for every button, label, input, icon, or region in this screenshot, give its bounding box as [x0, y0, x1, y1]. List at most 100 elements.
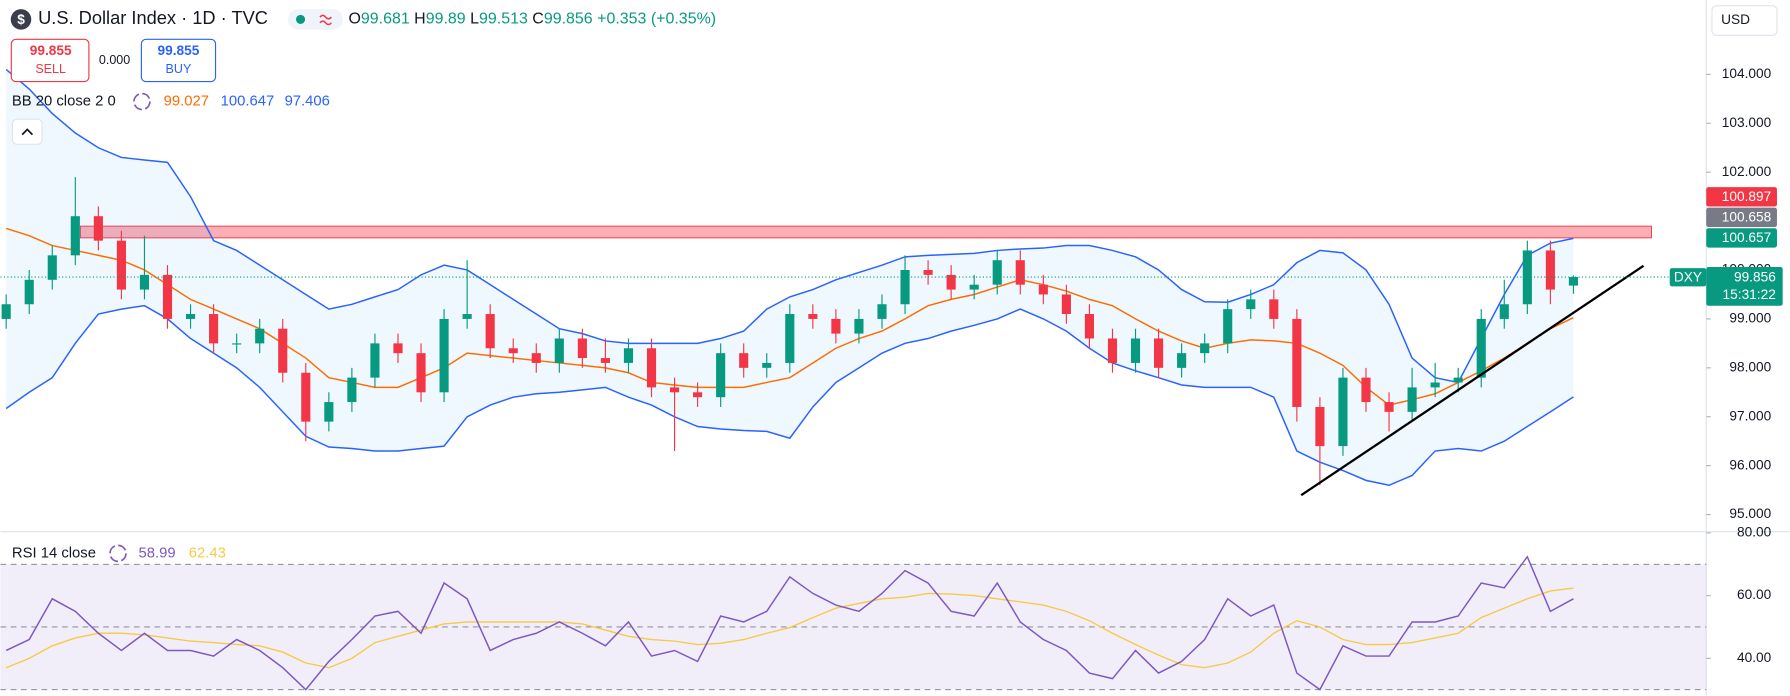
candle-body — [1338, 377, 1348, 447]
currency-button[interactable] — [1711, 5, 1778, 36]
candle-body — [1453, 377, 1463, 383]
candle-body — [531, 353, 541, 363]
candle-body — [992, 260, 1002, 285]
candle-body — [70, 216, 80, 256]
candle-body — [1499, 304, 1509, 319]
currency[interactable]: USD — [1721, 12, 1750, 27]
candle-body — [923, 270, 933, 275]
candle-body — [739, 353, 749, 368]
candle-body — [162, 274, 173, 319]
candle-body — [393, 343, 403, 354]
y-tick-label: 80.00 — [1737, 525, 1772, 540]
candle-body — [1061, 294, 1071, 315]
market-status — [295, 14, 306, 24]
band-fill — [6, 69, 1574, 486]
candle-body — [439, 318, 449, 393]
candle-body — [693, 392, 703, 398]
candle-body — [808, 314, 818, 319]
y-tick-label: 60.00 — [1737, 587, 1772, 602]
ohlc-label: H — [414, 11, 426, 28]
candle-body — [1292, 318, 1302, 407]
lower-band — [5, 304, 1574, 487]
y-tick-label: 102.000 — [1722, 164, 1772, 179]
logo — [10, 9, 32, 30]
candle-body — [854, 318, 864, 334]
sell-price[interactable]: 99.855 — [30, 43, 72, 58]
sell-button[interactable] — [10, 38, 90, 83]
buy-label[interactable]: BUY — [166, 62, 192, 76]
collapse-button[interactable] — [11, 118, 43, 145]
candle-body — [623, 348, 634, 363]
candle-body — [139, 274, 150, 290]
last-price-box — [1706, 266, 1783, 306]
candle-body — [116, 240, 126, 290]
candle-body — [93, 216, 103, 241]
y-tick-label: 103.000 — [1722, 115, 1772, 130]
chevron[interactable] — [21, 128, 34, 136]
indicator-label: BB 20 close 2 0 — [12, 93, 116, 109]
y-tick-label: 98.000 — [1729, 359, 1771, 374]
candle-body — [1177, 353, 1187, 368]
ohlc-label: C — [532, 11, 544, 28]
buy-price[interactable]: 99.855 — [158, 43, 200, 58]
candle-body — [554, 338, 564, 363]
candle-body — [1130, 338, 1141, 363]
buy-button[interactable] — [140, 38, 217, 83]
delay-icon — [319, 14, 332, 26]
candle-body — [324, 402, 334, 422]
candle-body — [716, 353, 726, 398]
candle-body — [1384, 402, 1394, 412]
candle-body — [969, 284, 979, 290]
trend-line — [1300, 264, 1645, 497]
candle-body — [485, 314, 495, 349]
ohlc-label: O — [348, 11, 360, 28]
candle-body — [185, 314, 196, 319]
basis-line — [5, 227, 1574, 406]
candle-body — [1545, 250, 1555, 290]
countdown: 15:31:22 — [1723, 287, 1776, 302]
chart-title: U.S. Dollar Index · 1D · TVC — [38, 7, 268, 28]
candle-body — [946, 274, 956, 290]
candle-body — [416, 353, 426, 393]
candle-body — [1107, 338, 1118, 363]
indicator-value: 58.99 — [139, 545, 176, 561]
candle-body — [577, 338, 587, 359]
price-label-box — [1706, 187, 1777, 207]
indicator-value: 100.647 — [221, 93, 275, 109]
y-tick-label: 104.000 — [1722, 66, 1772, 81]
candle-body — [1038, 284, 1048, 295]
candle-body — [301, 372, 311, 422]
y-tick-label: 95.000 — [1729, 506, 1771, 521]
candle-body — [278, 328, 288, 373]
ohlc-value: 99.856 — [544, 11, 593, 28]
resistance-zone — [79, 225, 1652, 239]
y-tick-label: 97.000 — [1729, 408, 1771, 423]
refresh-icon[interactable] — [133, 92, 151, 111]
candle-body — [1246, 299, 1256, 310]
candle-body — [1084, 314, 1094, 339]
symbol-box — [1669, 268, 1707, 287]
candle-body — [831, 318, 841, 334]
candle-body — [347, 377, 357, 403]
candle-body — [877, 304, 887, 319]
sell-label[interactable]: SELL — [35, 62, 66, 76]
indicator-label: RSI 14 close — [12, 545, 96, 561]
rsi-line — [5, 555, 1574, 691]
candle-body — [1269, 299, 1279, 319]
spread: 0.000 — [99, 53, 130, 67]
candle-body — [370, 343, 380, 378]
ohlc-legend: O99.681 H99.89 L99.513 C99.856 +0.353 (+… — [348, 11, 716, 28]
logo-text: $ — [17, 12, 25, 27]
indicator-value: 97.406 — [285, 93, 330, 109]
candle-body — [1223, 309, 1233, 344]
indicator-value: 62.43 — [189, 545, 226, 561]
ohlc-value: 99.681 — [361, 11, 410, 28]
last-price: 99.856 — [1734, 269, 1776, 284]
indicator-value: 99.027 — [164, 93, 209, 109]
refresh-icon[interactable] — [109, 544, 127, 563]
candle-body — [47, 255, 57, 280]
candle-body — [232, 343, 242, 345]
price-label-box — [1706, 207, 1777, 228]
ohlc-label: L — [470, 11, 479, 28]
ohlc-value: 99.89 — [426, 11, 466, 28]
